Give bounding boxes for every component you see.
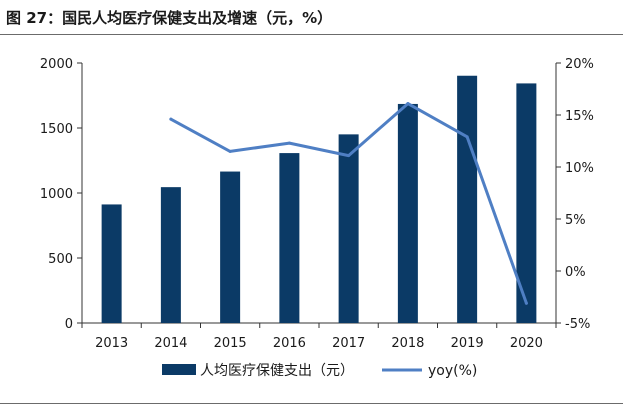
legend-bar-label: 人均医疗保健支出（元） [200,363,354,379]
x-tick-label: 2020 [510,336,543,351]
yoy-point-2015 [228,149,232,153]
legend-line-label: yoy(%) [428,363,477,379]
bar-2018 [397,103,418,323]
left-y-tick-label: 1500 [40,122,73,137]
yoy-point-2014 [169,117,173,121]
x-tick-label: 2015 [214,336,247,351]
x-tick-label: 2016 [273,336,306,351]
right-y-tick-label: 5% [565,213,586,228]
bottom-divider [0,403,623,404]
yoy-point-2016 [287,141,291,145]
title-divider [0,34,623,35]
yoy-point-2020 [524,301,528,305]
x-tick-label: 2018 [391,336,424,351]
yoy-point-2017 [347,154,351,158]
bar-2019 [457,75,478,324]
bar-2016 [279,153,300,323]
right-y-tick-label: -5% [565,317,590,332]
right-y-tick-label: 20% [565,57,594,72]
x-tick-label: 2017 [332,336,365,351]
chart-title: 图 27：国民人均医疗保健支出及增速（元，%） [6,9,333,27]
left-y-tick-label: 500 [48,252,73,267]
yoy-point-2019 [465,135,469,139]
legend-bar-swatch [162,364,196,375]
x-tick-label: 2019 [451,336,484,351]
right-y-tick-label: 10% [565,161,594,176]
bar-2017 [338,134,359,323]
bar-2015 [220,171,241,323]
bar-2020 [516,83,537,323]
left-y-tick-label: 0 [65,317,73,332]
right-y-tick-label: 15% [565,109,594,124]
x-tick-label: 2013 [95,336,128,351]
left-y-tick-label: 1000 [40,187,73,202]
x-tick-label: 2014 [154,336,187,351]
left-y-tick-label: 2000 [40,57,73,72]
bar-2013 [101,204,122,323]
yoy-point-2018 [406,102,410,106]
bar-2014 [160,187,181,323]
right-y-tick-label: 0% [565,265,586,280]
